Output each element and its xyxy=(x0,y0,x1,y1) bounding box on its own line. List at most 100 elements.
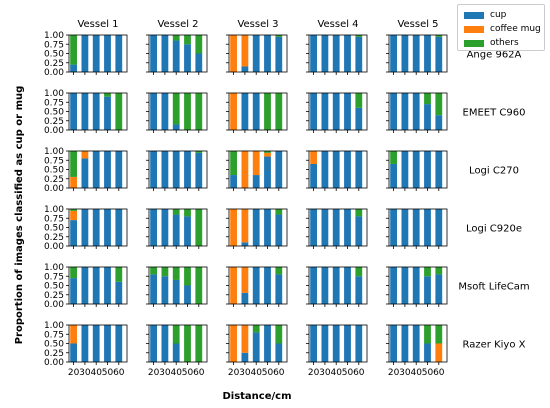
bar-cup-50 xyxy=(344,35,351,72)
bar-cup-40 xyxy=(92,151,100,188)
bar-others-60 xyxy=(275,209,283,215)
bar-cup-60 xyxy=(355,107,363,130)
bar-cup-30 xyxy=(161,35,169,72)
bar-cup-20 xyxy=(310,35,317,72)
bar-others-60 xyxy=(355,93,363,108)
bar-others-60 xyxy=(195,209,203,246)
bar-cup-50 xyxy=(424,104,431,130)
bar-coffee-mug-20 xyxy=(70,210,77,221)
bar-cup-20 xyxy=(70,278,77,304)
bar-cup-20 xyxy=(70,220,77,246)
bar-cup-20 xyxy=(70,93,77,130)
x-tick-label: 20 xyxy=(228,368,240,378)
bar-cup-40 xyxy=(92,35,100,72)
legend-swatch-coffee-mug xyxy=(464,25,484,33)
bar-cup-40 xyxy=(412,325,420,362)
bar-coffee-mug-20 xyxy=(230,267,237,304)
y-tick-label: 0.25 xyxy=(44,175,64,185)
bar-cup-30 xyxy=(241,93,249,130)
panel-logi-c270-vessel-3 xyxy=(226,150,288,191)
column-title-vessel-1: Vessel 1 xyxy=(77,19,118,30)
bar-cup-40 xyxy=(332,93,340,130)
panel-ange-962a-vessel-4 xyxy=(306,34,368,75)
bar-cup-40 xyxy=(172,40,180,72)
y-tick-label: 0.75 xyxy=(44,214,64,224)
bar-cup-40 xyxy=(412,209,420,246)
bar-cup-50 xyxy=(104,96,111,130)
x-tick-label: 30 xyxy=(79,368,91,378)
bar-cup-50 xyxy=(264,156,271,188)
bar-cup-50 xyxy=(184,44,191,72)
bar-cup-20 xyxy=(70,64,77,72)
panel-ange-962a-vessel-2 xyxy=(146,34,208,75)
bar-cup-40 xyxy=(412,35,420,72)
bar-coffee-mug-30 xyxy=(241,209,249,243)
panel-razer-kiyo-x-vessel-3: 20 30 40 50 60 xyxy=(226,324,288,378)
bar-cup-60 xyxy=(435,115,443,130)
x-axis-label: Distance/cm xyxy=(222,391,291,402)
legend: cup coffee mug others xyxy=(457,4,545,51)
bar-others-20 xyxy=(150,267,157,275)
bar-others-50 xyxy=(264,151,271,153)
bar-others-50 xyxy=(184,35,191,45)
y-tick-label: 0.00 xyxy=(44,126,64,136)
bar-cup-20 xyxy=(310,325,317,362)
bar-cup-20 xyxy=(150,325,157,362)
x-tick-label: 40 xyxy=(170,368,182,378)
bar-cup-30 xyxy=(81,35,89,72)
bar-cup-60 xyxy=(115,325,123,362)
x-tick-label: 20 xyxy=(388,368,400,378)
bar-others-40 xyxy=(172,93,180,125)
bar-cup-30 xyxy=(241,352,249,362)
bar-cup-20 xyxy=(310,267,317,304)
bar-cup-30 xyxy=(241,66,249,72)
x-tick-label: 60 xyxy=(433,368,445,378)
y-tick-label: 1.00 xyxy=(44,147,64,157)
y-tick-label: 0.50 xyxy=(44,340,64,350)
bar-cup-40 xyxy=(172,214,180,246)
bar-cup-20 xyxy=(150,151,157,188)
bar-coffee-mug-20 xyxy=(70,325,77,344)
bar-cup-60 xyxy=(195,53,203,72)
x-tick-label: 40 xyxy=(90,368,102,378)
bar-cup-60 xyxy=(435,36,443,72)
y-tick-label: 0.75 xyxy=(44,156,64,166)
bar-cup-20 xyxy=(150,93,157,130)
bar-cup-20 xyxy=(390,325,397,362)
bar-others-50 xyxy=(424,93,431,105)
y-tick-label: 0.25 xyxy=(44,349,64,359)
bar-cup-60 xyxy=(275,343,283,362)
bar-others-60 xyxy=(435,35,443,37)
bar-cup-20 xyxy=(390,209,397,246)
bar-others-50 xyxy=(424,325,431,344)
bar-cup-30 xyxy=(161,325,169,362)
panel-msoft-lifecam-vessel-2 xyxy=(146,266,208,307)
bar-cup-40 xyxy=(412,267,420,304)
bar-cup-20 xyxy=(150,35,157,72)
y-tick-label: 0.00 xyxy=(44,300,64,310)
panel-msoft-lifecam-vessel-5 xyxy=(386,266,448,307)
bar-cup-30 xyxy=(401,151,409,188)
bar-others-20 xyxy=(70,267,77,279)
panel-emeet-c960-vessel-4 xyxy=(306,92,368,133)
row-title-logi-c920e: Logi C920e xyxy=(466,224,522,235)
bar-others-50 xyxy=(264,93,271,130)
bar-cup-40 xyxy=(172,343,180,362)
bar-cup-30 xyxy=(241,292,249,304)
bar-others-50 xyxy=(184,209,191,217)
x-tick-label: 50 xyxy=(102,368,114,378)
bar-cup-20 xyxy=(310,209,317,246)
bar-cup-60 xyxy=(355,325,363,362)
bar-cup-30 xyxy=(401,209,409,246)
panel-logi-c920e-vessel-5 xyxy=(386,208,448,249)
bar-cup-30 xyxy=(321,93,329,130)
bar-coffee-mug-60 xyxy=(435,343,443,362)
panel-razer-kiyo-x-vessel-2: 20 30 40 50 60 xyxy=(146,324,208,378)
panel-logi-c920e-vessel-2 xyxy=(146,208,208,249)
panel-logi-c270-vessel-5 xyxy=(386,150,448,191)
bar-cup-30 xyxy=(321,151,329,188)
bar-cup-60 xyxy=(115,209,123,246)
y-tick-label: 0.50 xyxy=(44,282,64,292)
y-tick-label: 0.75 xyxy=(44,40,64,50)
